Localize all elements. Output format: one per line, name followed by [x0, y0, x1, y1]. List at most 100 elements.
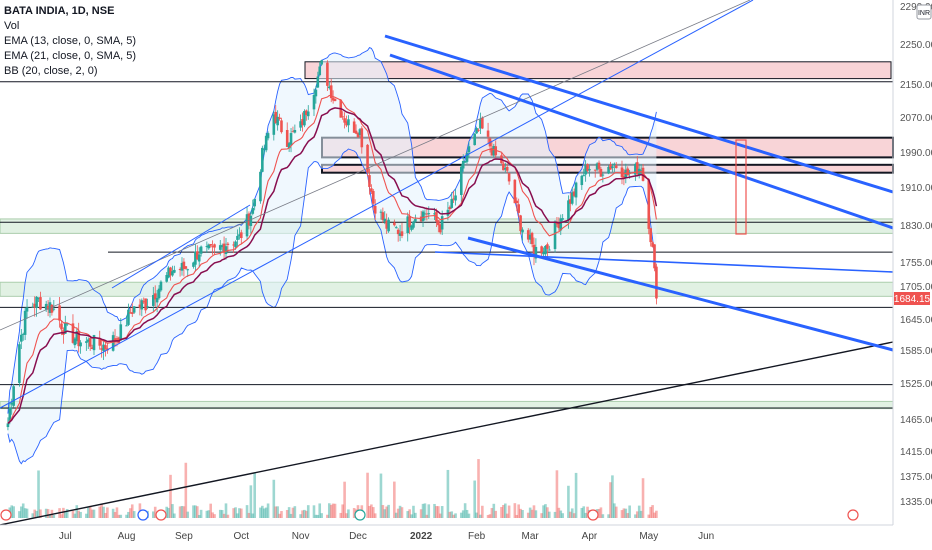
candle-body[interactable] [75, 331, 79, 342]
candle-body[interactable] [253, 198, 256, 207]
candle-body[interactable] [6, 423, 10, 428]
candle-body[interactable] [393, 222, 396, 226]
candle-body[interactable] [146, 306, 149, 308]
candle-body[interactable] [320, 60, 323, 65]
candle-body[interactable] [513, 179, 517, 204]
candle-body[interactable] [35, 296, 38, 308]
candle-body[interactable] [620, 167, 624, 178]
candle-body[interactable] [517, 204, 520, 213]
candle-body[interactable] [167, 267, 170, 278]
candle-body[interactable] [207, 244, 211, 249]
resistance-zone[interactable] [304, 61, 892, 80]
candle-body[interactable] [20, 334, 23, 342]
candle-body[interactable] [559, 218, 563, 231]
candle-body[interactable] [400, 231, 404, 236]
candle-body[interactable] [259, 171, 262, 202]
candle-body[interactable] [289, 133, 293, 145]
candle-body[interactable] [272, 114, 276, 135]
candle-body[interactable] [547, 249, 551, 251]
candle-body[interactable] [64, 322, 67, 334]
candle-body[interactable] [239, 232, 243, 239]
candle-body[interactable] [218, 245, 222, 250]
candle-body[interactable] [159, 281, 163, 291]
candle-body[interactable] [79, 342, 82, 347]
dividend-icon[interactable] [137, 509, 149, 521]
candle-body[interactable] [586, 164, 589, 171]
candle-body[interactable] [624, 169, 628, 179]
candle-body[interactable] [301, 119, 304, 126]
candle-body[interactable] [86, 339, 90, 342]
candle-body[interactable] [611, 166, 614, 168]
candle-body[interactable] [142, 301, 146, 303]
ascending-channel-line[interactable] [0, 0, 751, 331]
candle-body[interactable] [580, 175, 584, 186]
earnings-icon[interactable] [587, 509, 599, 521]
candle-body[interactable] [477, 129, 480, 131]
candle-body[interactable] [293, 129, 297, 133]
candle-body[interactable] [100, 348, 103, 350]
candle-body[interactable] [125, 325, 128, 327]
candle-body[interactable] [23, 310, 27, 335]
candle-body[interactable] [467, 146, 471, 153]
candle-body[interactable] [140, 300, 144, 310]
candle-body[interactable] [60, 323, 63, 330]
descending-channel-lower[interactable] [389, 53, 894, 230]
candle-body[interactable] [597, 162, 601, 169]
candle-body[interactable] [530, 232, 534, 245]
candle-body[interactable] [157, 288, 161, 299]
candle-body[interactable] [408, 216, 411, 228]
candle-body[interactable] [540, 246, 543, 254]
candle-body[interactable] [12, 386, 15, 406]
legend-ema13[interactable]: EMA (13, close, 0, SMA, 5) [4, 35, 137, 47]
descending-channel-upper[interactable] [384, 34, 894, 194]
candle-body[interactable] [10, 402, 14, 405]
candle-body[interactable] [50, 304, 54, 313]
channel-top-line[interactable] [111, 204, 251, 289]
candle-body[interactable] [459, 166, 463, 196]
candle-body[interactable] [196, 251, 199, 260]
candle-body[interactable] [71, 323, 75, 343]
candle-body[interactable] [318, 66, 322, 76]
candle-body[interactable] [601, 174, 605, 176]
candle-body[interactable] [211, 246, 214, 248]
long-term-support-line[interactable] [0, 341, 894, 526]
candle-body[interactable] [371, 191, 375, 204]
candle-body[interactable] [180, 262, 184, 271]
candle-body[interactable] [515, 200, 519, 204]
candle-body[interactable] [609, 164, 612, 170]
candle-body[interactable] [647, 179, 651, 229]
candle-body[interactable] [33, 303, 36, 308]
candle-body[interactable] [152, 294, 155, 306]
candle-body[interactable] [88, 338, 92, 347]
candle-body[interactable] [138, 304, 142, 308]
candle-body[interactable] [534, 246, 538, 259]
candle-body[interactable] [21, 333, 25, 335]
candle-body[interactable] [25, 307, 29, 312]
candle-body[interactable] [639, 170, 643, 172]
candle-body[interactable] [613, 163, 616, 165]
candle-body[interactable] [197, 254, 201, 262]
candle-body[interactable] [385, 220, 388, 229]
candle-body[interactable] [182, 261, 186, 269]
candle-body[interactable] [475, 128, 478, 134]
candle-body[interactable] [502, 163, 505, 171]
candle-body[interactable] [433, 213, 436, 215]
candle-body[interactable] [503, 168, 507, 170]
candle-body[interactable] [438, 224, 442, 233]
candle-body[interactable] [199, 246, 203, 254]
candle-body[interactable] [570, 192, 574, 204]
candle-body[interactable] [77, 331, 80, 347]
candle-body[interactable] [65, 323, 69, 325]
candle-body[interactable] [546, 244, 549, 249]
candle-body[interactable] [234, 241, 237, 248]
candle-body[interactable] [261, 147, 264, 172]
candle-body[interactable] [73, 338, 77, 346]
candle-body[interactable] [238, 234, 241, 236]
candle-body[interactable] [481, 117, 484, 129]
candle-body[interactable] [519, 215, 522, 232]
candle-body[interactable] [236, 235, 239, 240]
candle-body[interactable] [285, 130, 289, 147]
candle-body[interactable] [486, 130, 490, 137]
candle-body[interactable] [44, 303, 48, 310]
